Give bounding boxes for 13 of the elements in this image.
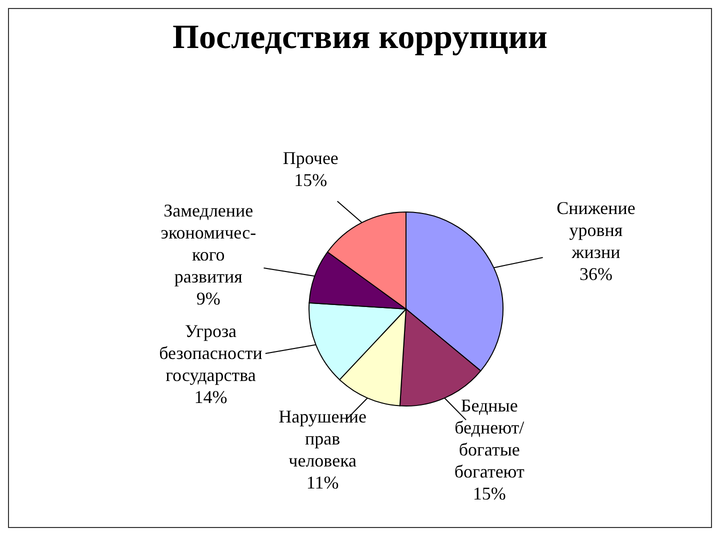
data-label: 36% (580, 264, 613, 284)
slice-label: Нарушение прав человека (278, 406, 367, 470)
slice-label: Прочее (282, 148, 338, 168)
data-label: 15% (294, 170, 328, 190)
slice-label: Угроза безопасности государства (159, 321, 263, 386)
data-label: 15% (472, 483, 506, 504)
slice-label: Бедные беднеют/ богатые богатеют (454, 395, 525, 482)
slice-label: Замедление экономичес- кого развития (160, 200, 256, 287)
data-label: 11% (306, 472, 339, 492)
slice-label: Снижение уровня жизни (556, 198, 636, 262)
data-label: 9% (196, 288, 220, 309)
chart-title: Последствия коррупции (172, 18, 548, 58)
data-label: 14% (194, 387, 228, 408)
